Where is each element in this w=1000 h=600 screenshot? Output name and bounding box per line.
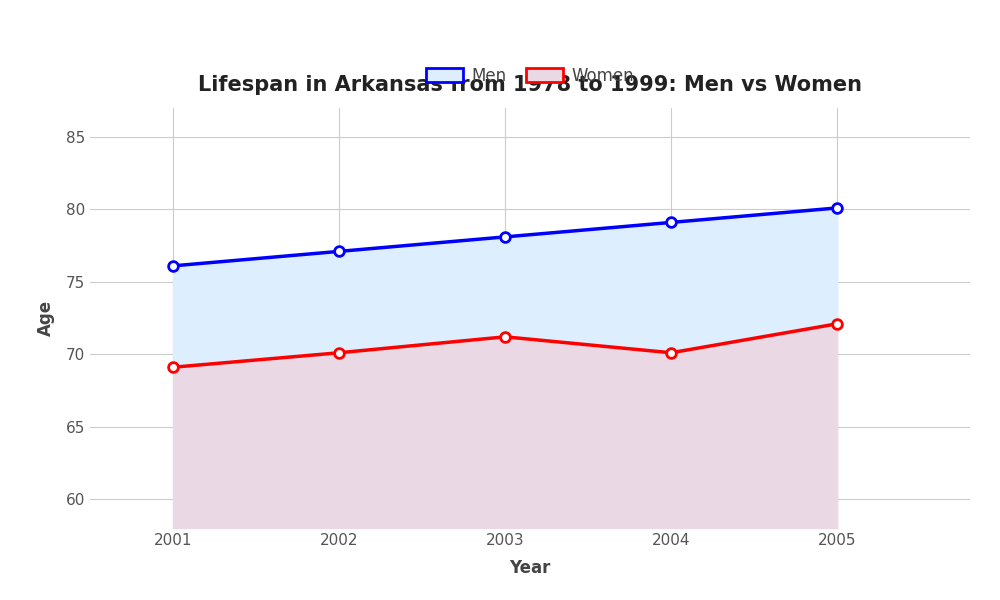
X-axis label: Year: Year bbox=[509, 559, 551, 577]
Y-axis label: Age: Age bbox=[37, 300, 55, 336]
Title: Lifespan in Arkansas from 1978 to 1999: Men vs Women: Lifespan in Arkansas from 1978 to 1999: … bbox=[198, 76, 862, 95]
Legend: Men, Women: Men, Women bbox=[421, 62, 639, 90]
